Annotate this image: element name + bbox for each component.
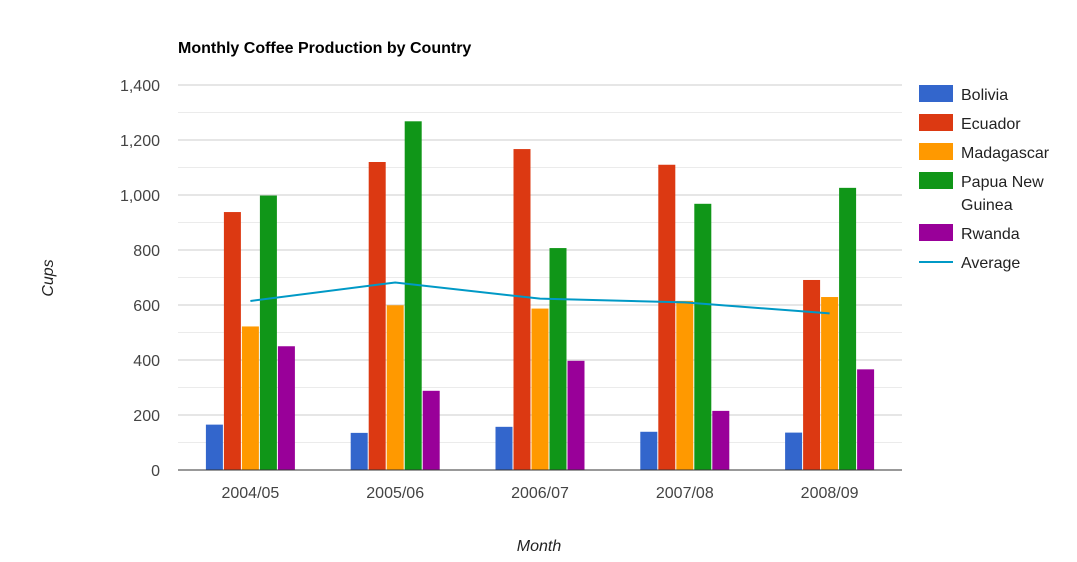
legend-swatch: [919, 172, 953, 189]
x-tick-label: 2007/08: [656, 485, 714, 502]
bar: [821, 297, 839, 470]
bar: [223, 212, 241, 471]
y-tick-label: 800: [133, 243, 160, 260]
legend-swatch: [919, 143, 953, 160]
y-tick-label: 1,400: [120, 78, 160, 95]
bar: [386, 305, 404, 470]
y-tick-label: 400: [133, 353, 160, 370]
bar: [839, 187, 857, 470]
bar: [712, 410, 730, 470]
y-tick-label: 200: [133, 408, 160, 425]
average-line-group: [250, 281, 830, 315]
bar: [857, 369, 875, 470]
x-tick-label: 2004/05: [221, 485, 279, 502]
bar: [259, 195, 277, 471]
legend-label: Average: [961, 255, 1020, 272]
bar: [205, 424, 223, 470]
bar: [241, 326, 259, 470]
bar: [404, 121, 422, 471]
y-tick-label: 600: [133, 298, 160, 315]
bar: [567, 360, 585, 470]
x-tick-label: 2006/07: [511, 485, 569, 502]
legend-label: Madagascar: [961, 145, 1050, 162]
bar: [803, 279, 821, 470]
bar: [549, 248, 567, 470]
legend-swatch: [919, 114, 953, 131]
legend-label: Papua New Guinea: [961, 174, 1044, 214]
x-axis-title: Month: [517, 538, 562, 555]
bar: [694, 203, 712, 471]
bar: [422, 390, 440, 470]
bars: [205, 121, 875, 471]
legend: Bolivia Ecuador Madagascar Papua New Guinea R…: [919, 85, 1050, 272]
legend-swatch: [919, 85, 953, 102]
legend-swatch: [919, 224, 953, 241]
bar: [640, 431, 658, 470]
bar: [785, 432, 803, 470]
average-line: [250, 281, 830, 315]
bar: [658, 164, 676, 470]
y-axis-title: Cups: [40, 259, 57, 296]
legend-label: Ecuador: [961, 116, 1021, 133]
y-tick-label: 1,200: [120, 133, 160, 150]
x-axis-ticks: 2004/05 2005/06 2006/07 2007/08 2008/09: [221, 485, 858, 502]
bar: [513, 149, 531, 470]
y-axis-ticks: 0 200 400 600 800 1,000 1,200 1,400: [120, 78, 160, 480]
bar: [531, 308, 549, 470]
bar: [495, 426, 513, 470]
chart-title: Monthly Coffee Production by Country: [178, 40, 471, 57]
bar: [368, 162, 386, 470]
x-tick-label: 2005/06: [366, 485, 424, 502]
bar: [277, 346, 295, 470]
bar: [676, 300, 694, 470]
x-tick-label: 2008/09: [801, 485, 859, 502]
legend-label: Rwanda: [961, 226, 1020, 243]
y-tick-label: 1,000: [120, 188, 160, 205]
y-tick-label: 0: [151, 463, 160, 480]
bar: [350, 432, 368, 470]
legend-label: Bolivia: [961, 87, 1008, 104]
